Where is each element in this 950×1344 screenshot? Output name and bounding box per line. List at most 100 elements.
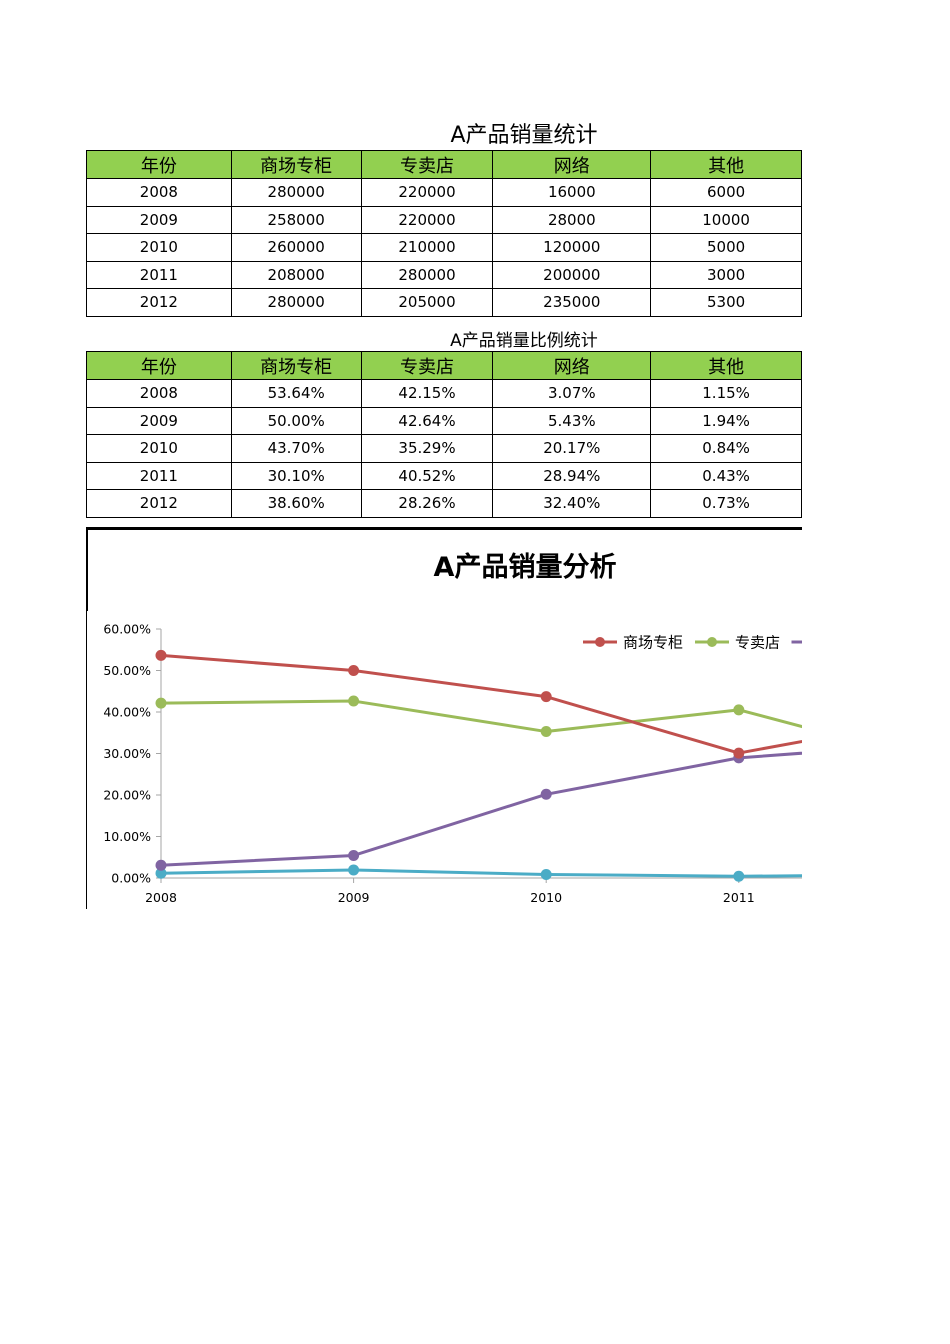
table-row: 2009 50.00% 42.64% 5.43% 1.94%: [86, 406, 802, 435]
sales-ratio-table: 年份 商场专柜 专卖店 网络 其他 2008 53.64% 42.15% 3.0…: [86, 351, 802, 518]
data-point: [733, 747, 745, 759]
cell[interactable]: 40.52%: [360, 461, 494, 490]
cell[interactable]: 0.43%: [650, 461, 802, 490]
table-row: 2010 43.70% 35.29% 20.17% 0.84%: [86, 434, 802, 463]
cell[interactable]: 280000: [230, 178, 362, 207]
header-year: 年份: [86, 351, 232, 380]
y-tick-label: 60.00%: [103, 622, 151, 637]
cell[interactable]: 42.15%: [360, 379, 494, 408]
table-row: 2009 258000 220000 28000 10000: [86, 205, 802, 234]
sales-volume-table: 年份 商场专柜 专卖店 网络 其他 2008 280000 220000 160…: [86, 150, 802, 317]
series-line-1: [160, 699, 802, 734]
data-point: [348, 695, 360, 707]
cell[interactable]: 258000: [230, 205, 362, 234]
x-tick-label: 2009: [338, 890, 370, 905]
chart-border-top: [86, 527, 802, 530]
x-tick-label: 2008: [145, 890, 177, 905]
table-row: 2012 280000 205000 235000 5300: [86, 288, 802, 317]
cell[interactable]: 53.64%: [230, 379, 362, 408]
data-point: [155, 649, 167, 661]
cell[interactable]: 16000: [492, 178, 652, 207]
y-tick-label: 50.00%: [103, 663, 151, 678]
chart-frame[interactable]: [86, 527, 802, 909]
table-row: 2008 280000 220000 16000 6000: [86, 178, 802, 207]
cell[interactable]: 10000: [650, 205, 802, 234]
data-point: [540, 869, 552, 881]
table-header-row: 年份 商场专柜 专卖店 网络 其他: [86, 351, 802, 380]
cell[interactable]: 32.40%: [492, 489, 652, 518]
cell[interactable]: 28000: [492, 205, 652, 234]
cell[interactable]: 2008: [86, 379, 232, 408]
cell[interactable]: 1.15%: [650, 379, 802, 408]
cell[interactable]: 3000: [650, 260, 802, 289]
data-point: [540, 788, 552, 800]
x-tick-label: 2010: [530, 890, 562, 905]
header-mall-counter: 商场专柜: [230, 150, 362, 179]
series-line-0: [160, 653, 802, 755]
header-store: 专卖店: [360, 351, 494, 380]
cell[interactable]: 2009: [86, 406, 232, 435]
cell[interactable]: 38.60%: [230, 489, 362, 518]
table-row: 2008 53.64% 42.15% 3.07% 1.15%: [86, 379, 802, 408]
cell[interactable]: 2011: [86, 260, 232, 289]
data-point: [348, 665, 360, 676]
legend-label: 商场专柜: [623, 634, 683, 652]
cell[interactable]: 28.94%: [492, 461, 652, 490]
cell[interactable]: 2009: [86, 205, 232, 234]
cell[interactable]: 220000: [360, 205, 494, 234]
series-line-2: [160, 751, 802, 867]
data-point: [348, 864, 360, 876]
table2-title: A产品销量比例统计: [450, 331, 598, 351]
y-tick-label: 10.00%: [103, 829, 151, 844]
cell[interactable]: 2008: [86, 178, 232, 207]
header-online: 网络: [492, 351, 652, 380]
header-year: 年份: [86, 150, 232, 179]
cell[interactable]: 42.64%: [360, 406, 494, 435]
data-point: [155, 697, 167, 709]
cell[interactable]: 30.10%: [230, 461, 362, 490]
chart-border-left-lower: [86, 611, 87, 909]
header-store: 专卖店: [360, 150, 494, 179]
cell[interactable]: 210000: [360, 233, 494, 262]
header-online: 网络: [492, 150, 652, 179]
table-row: 2011 30.10% 40.52% 28.94% 0.43%: [86, 461, 802, 490]
cell[interactable]: 235000: [492, 288, 652, 317]
chart-title: A产品销量分析: [433, 552, 617, 583]
cell[interactable]: 3.07%: [492, 379, 652, 408]
cell[interactable]: 20.17%: [492, 434, 652, 463]
data-point: [733, 704, 745, 716]
legend-item[interactable]: 专卖店: [695, 634, 780, 652]
legend-marker-icon: [595, 637, 605, 647]
cell[interactable]: 2011: [86, 461, 232, 490]
cell[interactable]: 2012: [86, 489, 232, 518]
legend-marker-icon: [707, 637, 717, 647]
cell[interactable]: 220000: [360, 178, 494, 207]
cell[interactable]: 5300: [650, 288, 802, 317]
cell[interactable]: 28.26%: [360, 489, 494, 518]
cell[interactable]: 0.73%: [650, 489, 802, 518]
cell[interactable]: 35.29%: [360, 434, 494, 463]
table-row: 2012 38.60% 28.26% 32.40% 0.73%: [86, 489, 802, 518]
cell[interactable]: 6000: [650, 178, 802, 207]
cell[interactable]: 280000: [230, 288, 362, 317]
y-tick-label: 20.00%: [103, 788, 151, 803]
data-point: [155, 859, 167, 871]
cell[interactable]: 260000: [230, 233, 362, 262]
cell[interactable]: 2012: [86, 288, 232, 317]
table-header-row: 年份 商场专柜 专卖店 网络 其他: [86, 150, 802, 179]
header-other: 其他: [650, 150, 802, 179]
cell[interactable]: 50.00%: [230, 406, 362, 435]
cell[interactable]: 120000: [492, 233, 652, 262]
data-point: [733, 870, 745, 882]
cell[interactable]: 2010: [86, 434, 232, 463]
legend-label: 专卖店: [735, 634, 780, 652]
header-mall-counter: 商场专柜: [230, 351, 362, 380]
legend-item[interactable]: 商场专柜: [583, 634, 683, 652]
cell[interactable]: 205000: [360, 288, 494, 317]
legend-item[interactable]: 网络: [791, 634, 803, 652]
y-tick-label: 40.00%: [103, 705, 151, 720]
chart-border-left: [86, 527, 88, 611]
cell[interactable]: 0.84%: [650, 434, 802, 463]
data-point: [540, 726, 552, 738]
line-chart-plot: 0.00% 10.00% 20.00% 30.00% 40.00% 50.00% 60.00…: [103, 622, 803, 905]
